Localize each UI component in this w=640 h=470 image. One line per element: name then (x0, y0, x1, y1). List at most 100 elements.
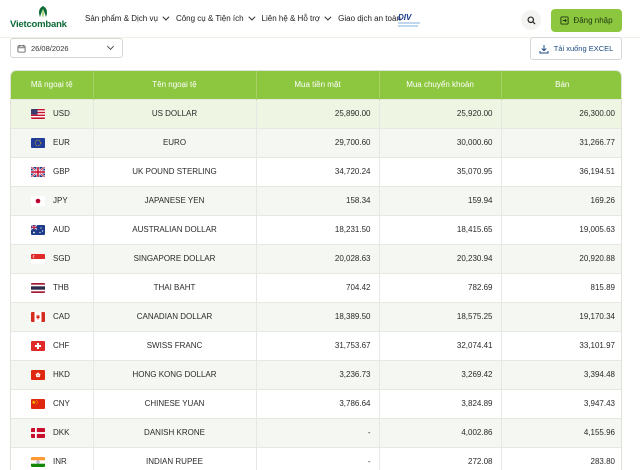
nav-tools[interactable]: Công cụ & Tiện ích (175, 13, 255, 23)
cad-flag-icon (31, 311, 45, 322)
gbp-flag-icon (31, 166, 45, 177)
table-row: EUR EURO 29,700.60 30,000.60 31,266.77 (11, 127, 621, 157)
thb-flag-icon (31, 282, 45, 293)
date-value: 26/08/2026 (31, 43, 69, 53)
currency-name: UK POUND STERLING (93, 156, 257, 186)
transfer-buy-rate: 30,000.60 (379, 127, 502, 157)
cash-buy-rate: 20,028.63 (256, 243, 380, 273)
currency-name: CANADIAN DOLLAR (93, 301, 257, 331)
transfer-buy-rate: 35,070.95 (379, 156, 502, 186)
currency-code: INR (53, 457, 67, 467)
table-row: JPY JAPANESE YEN 158.34 159.94 169.26 (11, 185, 621, 215)
brand-name: Vietcombank (10, 19, 67, 30)
currency-code-cell: USD (11, 98, 94, 128)
login-button[interactable]: Đăng nhập (551, 9, 622, 32)
currency-code-cell: HKD (11, 359, 94, 389)
currency-name: CHINESE YUAN (93, 388, 257, 418)
div-logo-stripe (398, 22, 420, 24)
transfer-buy-rate: 159.94 (379, 185, 502, 215)
table-row: HKD HONG KONG DOLLAR 3,236.73 3,269.42 3,394… (11, 359, 621, 389)
nav-safe-transactions[interactable]: Giao dịch an toàn (338, 14, 401, 23)
cash-buy-rate: 3,786.64 (256, 388, 380, 418)
aud-flag-icon (31, 224, 45, 235)
chevron-down-icon (247, 13, 255, 21)
nav-label: Công cụ & Tiện ích (175, 14, 244, 23)
currency-code-cell: CHF (11, 330, 94, 360)
eur-flag-icon (31, 137, 45, 148)
cash-buy-rate: 3,236.73 (256, 359, 380, 389)
currency-code-cell: DKK (11, 417, 94, 447)
cash-buy-rate: 34,720.24 (256, 156, 380, 186)
table-row: CAD CANADIAN DOLLAR 18,389.50 18,575.25 19,1… (11, 301, 621, 331)
transfer-buy-rate: 4,002.86 (379, 417, 502, 447)
vietcombank-logo[interactable]: Vietcombank (10, 5, 80, 33)
download-excel-button[interactable]: Tải xuống EXCEL (530, 37, 622, 60)
currency-code: DKK (53, 428, 70, 437)
table-row: THB THAI BAHT 704.42 782.69 815.89 (11, 272, 621, 302)
sell-rate: 283.80 (501, 446, 621, 470)
date-picker[interactable]: 26/08/2026 (10, 38, 123, 58)
currency-name: AUSTRALIAN DOLLAR (93, 214, 257, 244)
currency-name: SWISS FRANC (93, 330, 257, 360)
column-header-name: Tên ngoại tệ (93, 71, 257, 99)
download-label: Tải xuống EXCEL (553, 44, 614, 53)
transfer-buy-rate: 272.08 (379, 446, 502, 470)
currency-code: EUR (53, 138, 70, 147)
transfer-buy-rate: 32,074.41 (379, 330, 502, 360)
currency-name: THAI BAHT (93, 272, 257, 302)
nav-contact[interactable]: Liên hệ & Hỗ trợ (262, 13, 332, 23)
currency-name: JAPANESE YEN (93, 185, 257, 215)
currency-code-cell: AUD (11, 214, 94, 244)
search-button[interactable] (521, 10, 541, 30)
cash-buy-rate: 25,890.00 (256, 98, 380, 128)
sell-rate: 169.26 (501, 185, 621, 215)
sell-rate: 3,394.48 (501, 359, 621, 389)
cash-buy-rate: 18,231.50 (256, 214, 380, 244)
transfer-buy-rate: 3,269.42 (379, 359, 502, 389)
transfer-buy-rate: 25,920.00 (379, 98, 502, 128)
sell-rate: 19,005.63 (501, 214, 621, 244)
chevron-down-icon (324, 13, 332, 21)
currency-code-cell: SGD (11, 243, 94, 273)
div-logo-stripe (398, 25, 418, 27)
currency-code: JPY (53, 196, 68, 205)
sell-rate: 20,920.88 (501, 243, 621, 273)
currency-code-cell: CNY (11, 388, 94, 418)
download-icon (539, 44, 549, 53)
div-logo-text: DIV (398, 13, 412, 22)
inr-flag-icon (31, 456, 45, 467)
table-row: CNY CHINESE YUAN 3,786.64 3,824.89 3,947.43 (11, 388, 621, 418)
table-row: DKK DANISH KRONE -4,002.86 4,155.96 (11, 417, 621, 447)
search-icon (526, 15, 536, 25)
currency-code: CAD (53, 312, 70, 321)
sell-rate: 815.89 (501, 272, 621, 302)
currency-code-cell: EUR (11, 127, 94, 157)
currency-code: CHF (53, 341, 70, 350)
cash-buy-rate: 29,700.60 (256, 127, 380, 157)
dkk-flag-icon (31, 427, 45, 438)
column-header-cash-buy: Mua tiền mặt (256, 71, 380, 99)
currency-code: GBP (53, 167, 70, 176)
transfer-buy-rate: 20,230.94 (379, 243, 502, 273)
currency-code-cell: JPY (11, 185, 94, 215)
currency-code: USD (53, 109, 70, 118)
div-partner-logo[interactable]: DIV (398, 13, 422, 29)
sell-rate: 36,194.51 (501, 156, 621, 186)
cash-buy-rate: - (256, 417, 380, 447)
login-icon (560, 16, 569, 25)
transfer-buy-rate: 782.69 (379, 272, 502, 302)
currency-code-cell: CAD (11, 301, 94, 331)
cash-buy-rate: 31,753.67 (256, 330, 380, 360)
cash-buy-rate: 704.42 (256, 272, 380, 302)
transfer-buy-rate: 18,575.25 (379, 301, 502, 331)
chevron-down-icon (106, 42, 115, 51)
currency-code: HKD (53, 370, 70, 379)
sell-rate: 33,101.97 (501, 330, 621, 360)
sell-rate: 4,155.96 (501, 417, 621, 447)
nav-products[interactable]: Sản phẩm & Dịch vụ (85, 13, 170, 23)
main-nav: Sản phẩm & Dịch vụ Công cụ & Tiện ích Li… (85, 13, 410, 23)
sell-rate: 3,947.43 (501, 388, 621, 418)
transfer-buy-rate: 3,824.89 (379, 388, 502, 418)
chf-flag-icon (31, 340, 45, 351)
cash-buy-rate: - (256, 446, 380, 470)
